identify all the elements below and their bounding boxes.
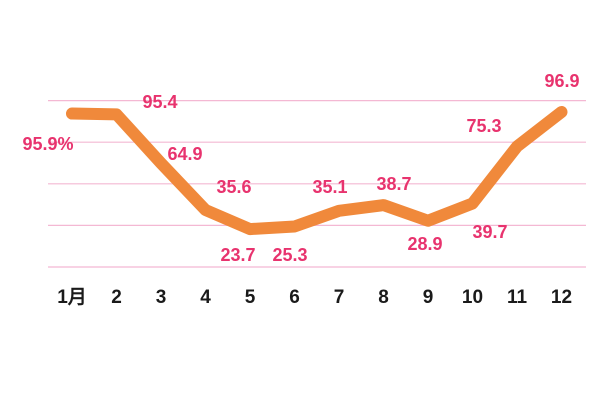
data-line — [66, 105, 568, 236]
data-label: 38.7 — [376, 174, 411, 194]
x-tick-label: 2 — [111, 287, 122, 308]
x-tick-label: 6 — [289, 287, 300, 308]
x-tick-label: 9 — [423, 287, 434, 308]
x-tick-label: 3 — [156, 287, 167, 308]
data-label: 95.4 — [142, 92, 177, 112]
data-label: 28.9 — [407, 234, 442, 254]
data-label: 95.9% — [22, 134, 73, 154]
x-tick-label: 7 — [334, 287, 345, 308]
x-tick-label: 1月 — [57, 287, 87, 308]
x-tick-label: 12 — [551, 287, 572, 308]
data-label: 35.6 — [216, 177, 251, 197]
x-tick-label: 4 — [200, 287, 211, 308]
data-label: 35.1 — [312, 177, 347, 197]
x-tick-label: 8 — [378, 287, 389, 308]
data-label: 64.9 — [167, 144, 202, 164]
data-label: 25.3 — [272, 245, 307, 265]
data-label: 39.7 — [472, 222, 507, 242]
data-label: 23.7 — [220, 245, 255, 265]
x-tick-label: 11 — [507, 287, 528, 308]
data-label: 96.9 — [544, 71, 579, 91]
x-tick-label: 5 — [245, 287, 256, 308]
x-tick-label: 10 — [462, 287, 483, 308]
data-label: 75.3 — [466, 116, 501, 136]
